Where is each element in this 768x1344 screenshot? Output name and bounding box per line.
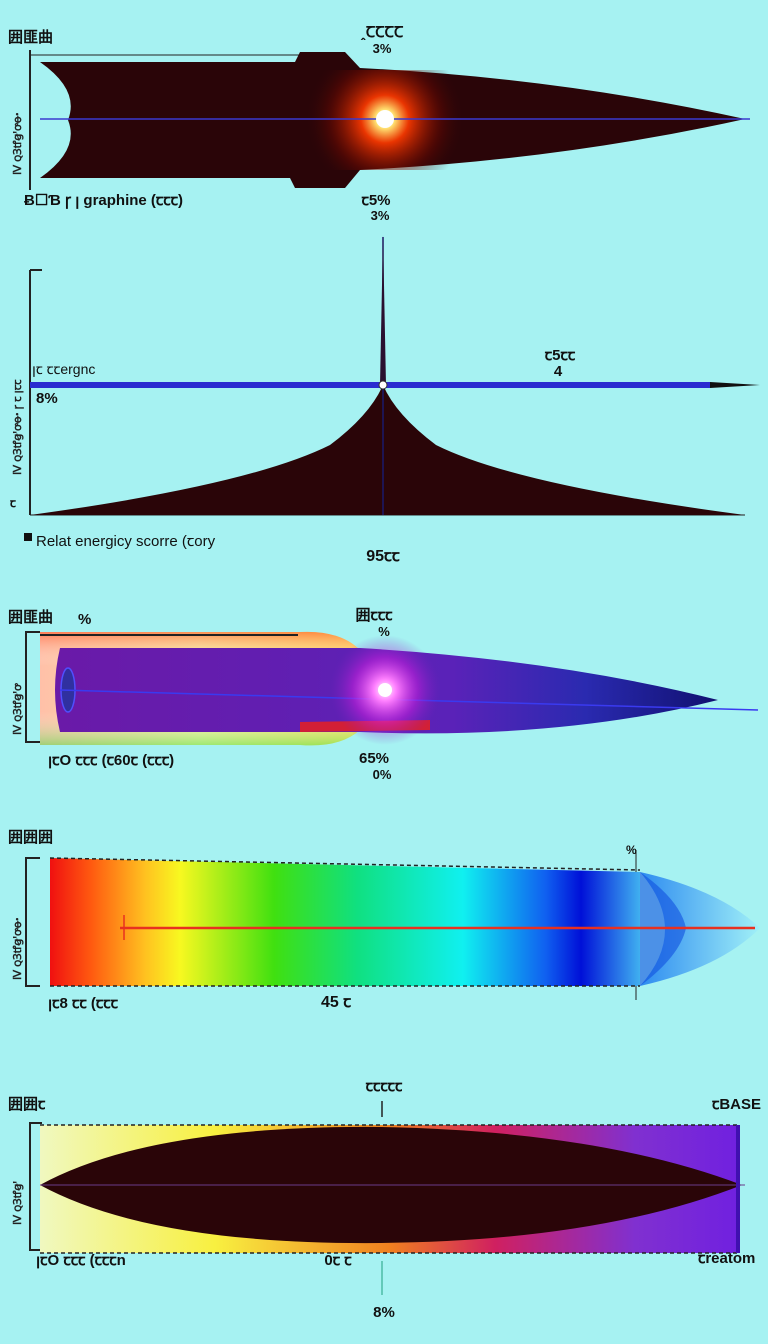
panel-2-bottom-marker (24, 533, 32, 541)
panel-3-top-label: 囲ꞇꞇꞇ (355, 607, 393, 624)
panel-3: 囲匪曲 % Ⅳ ꞯꞫꝷꞡꞌꝍ 囲ꞇꞇꞇ % ꞁꞇO ꞇꞇꞇ (ꞇ60ꞇ (ꞇꞇꞇ… (0, 590, 768, 800)
spectrum-body (50, 858, 640, 986)
horizontal-beam (30, 382, 710, 388)
panel-1: 囲匪曲 Ⅳ ꞯꞫꝷꞡꞌꝍꝋꞏ ꞈꞆꞆꞆꞆ 3% Ƀ☐Ɓ ꞅ ꞁ graphine… (0, 0, 768, 225)
panel-2-right-label: ꞇ5ꞇꞇ (544, 347, 576, 364)
panel-1-top-label: ꞈꞆꞆꞆꞆ (360, 24, 404, 41)
panel-5-top-right-label: ꞇBASE (712, 1096, 762, 1113)
panel-4-top-right-mark: % (626, 843, 637, 857)
panel-2-low-left-label: ꞇ (10, 496, 16, 510)
panel-1-corner-label: 囲匪曲 (8, 29, 54, 46)
panel-1-bottom-center-label: ꞇ5% (361, 192, 391, 209)
energy-peak-area (30, 385, 745, 515)
panel-3-bottom-center-label: 65% (358, 750, 390, 767)
panel-5-bottom-left-label: ꞁꞇO ꞇꞇꞇ (ꞇꞇꞇn (36, 1252, 126, 1269)
spike (380, 235, 386, 385)
panel-4-bottom-left-label: ꞁꞇ8 ꞇꞇ (ꞇꞇꞇ (48, 995, 118, 1012)
panel-3-corner-pct: % (78, 611, 92, 628)
panel-2-mid-left-pct: 8% (36, 390, 58, 407)
beam-node (378, 380, 388, 390)
panel-4-graphic (25, 850, 760, 1000)
panel-3-bracket (25, 631, 40, 743)
panel-4-bottom-center-label: 45 ꞇ (320, 994, 352, 1011)
panel-4-corner-label: 囲囲囲 (8, 829, 54, 846)
panel-5-footer-pct: 8% (373, 1304, 395, 1321)
panel-5: 囲囲ꞇ Ⅳ ꞯꞫꝷꞡꞌ ꞇꞇꞇꞇꞇ ꞇBASE ꞁꞇO ꞇꞇꞇ (ꞇꞇꞇn 0ꞇ… (0, 1055, 768, 1344)
panel-5-graphic (29, 1101, 745, 1295)
panel-3-graphic (25, 631, 759, 746)
panel-5-bracket (29, 1122, 42, 1251)
panel-5-right-border (736, 1125, 740, 1253)
panel-5-bottom-center-label: 0ꞇ ꞇ (324, 1252, 352, 1269)
panel-5-bottom-right-label: ꞇreatom (698, 1250, 756, 1267)
panel-1-bottom-center-pct: 3% (370, 208, 390, 223)
panel-1-bottom-left-label: Ƀ☐Ɓ ꞅ ꞁ graphine (ꞇꞇꞇ) (24, 192, 183, 209)
panel-2-bottom-center-label: 95ꞇꞇ (366, 548, 400, 565)
panel-5-top-label: ꞇꞇꞇꞇꞇ (365, 1078, 403, 1095)
panel-1-side-label: Ⅳ ꞯꞫꝷꞡꞌꝍꝋꞏ (12, 112, 24, 175)
panel-3-corner-label: 囲匪曲 (8, 609, 54, 626)
panel-2-mid-left-label: ꞁꞇ ꞇꞇergnc (32, 361, 96, 377)
panel-4-bracket (25, 857, 40, 987)
panel-2-side-label: Ⅳ ꞯꞫꝷꞡꞌꝍꝋꞏ ꞅ ꞇ ꞁꞇꞇ (12, 379, 24, 476)
panel-2-right-value: 4 (553, 363, 563, 380)
panel-3-side-label: Ⅳ ꞯꞫꝷꞡꞌꝍ (12, 683, 24, 735)
panel-2-graphic (24, 235, 760, 541)
panel-5-corner-label: 囲囲ꞇ (8, 1096, 46, 1113)
beam-tip (710, 382, 760, 388)
panel-3-bottom-center-pct: 0% (372, 767, 392, 782)
panel-1-graphic (29, 50, 750, 190)
magenta-flare-core (378, 683, 392, 697)
panel-3-top-pct: % (378, 624, 390, 639)
panel-2-bottom-left-label: Relat energicy scorre (ꞇory (36, 533, 216, 550)
panel-1-top-pct: 3% (372, 41, 392, 56)
panel-4: 囲囲囲 Ⅳ ꞯꞫꝷꞡꞌꝍꝋꞏ % ꞁꞇ8 ꞇꞇ (ꞇꞇꞇ 45 ꞇ (0, 800, 768, 1055)
panel-2: Ⅳ ꞯꞫꝷꞡꞌꝍꝋꞏ ꞅ ꞇ ꞁꞇꞇ ꞁꞇ ꞇꞇergnc 8% ꞇ ꞇ5ꞇꞇ … (0, 225, 768, 590)
panel-3-bottom-left-label: ꞁꞇO ꞇꞇꞇ (ꞇ60ꞇ (ꞇꞇꞇ) (48, 752, 175, 769)
panel-5-side-label: Ⅳ ꞯꞫꝷꞡꞌ (12, 1181, 24, 1225)
panel-4-side-label: Ⅳ ꞯꞫꝷꞡꞌꝍꝋꞏ (12, 917, 24, 980)
panel-4-top-dash (49, 857, 641, 871)
flare-core (376, 110, 394, 128)
